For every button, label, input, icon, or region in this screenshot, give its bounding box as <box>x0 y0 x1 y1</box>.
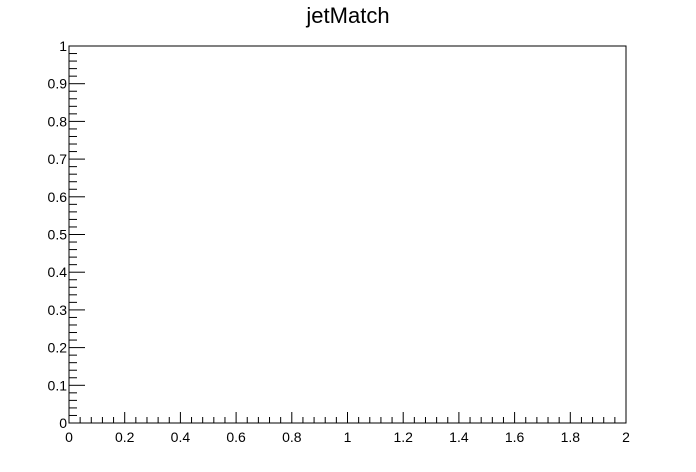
x-tick-label: 1.4 <box>449 429 469 445</box>
x-axis: 0 0.2 0.4 0.6 0.8 1 1.2 1.4 1.6 1.8 2 <box>65 412 630 445</box>
x-tick-label: 0.6 <box>226 429 246 445</box>
y-tick-label: 0.9 <box>48 76 68 92</box>
chart-title: jetMatch <box>306 3 390 28</box>
y-tick-label: 0.6 <box>48 189 68 205</box>
x-tick-label: 0.2 <box>115 429 135 445</box>
x-tick-label: 1.6 <box>505 429 525 445</box>
y-tick-label: 0.8 <box>48 113 68 129</box>
x-tick-label: 1.2 <box>393 429 413 445</box>
y-tick-label: 0.3 <box>48 302 68 318</box>
y-tick-label: 0.5 <box>48 227 68 243</box>
x-tick-label: 1.8 <box>561 429 581 445</box>
x-tick-label: 1 <box>344 429 352 445</box>
y-tick-label: 0.7 <box>48 151 68 167</box>
y-tick-label: 0.2 <box>48 340 68 356</box>
y-axis: 0 0.1 0.2 0.3 0.4 0.5 0.6 0.7 0.8 0.9 1 <box>48 38 85 431</box>
y-tick-label: 0.4 <box>48 264 68 280</box>
plot-frame <box>68 45 627 424</box>
x-tick-label: 0.8 <box>282 429 302 445</box>
x-tick-label: 0.4 <box>171 429 191 445</box>
y-tick-label: 0.1 <box>48 377 68 393</box>
x-tick-label: 0 <box>65 429 73 445</box>
y-tick-label: 0 <box>59 415 67 431</box>
y-tick-label: 1 <box>59 38 67 54</box>
x-tick-label: 2 <box>622 429 630 445</box>
